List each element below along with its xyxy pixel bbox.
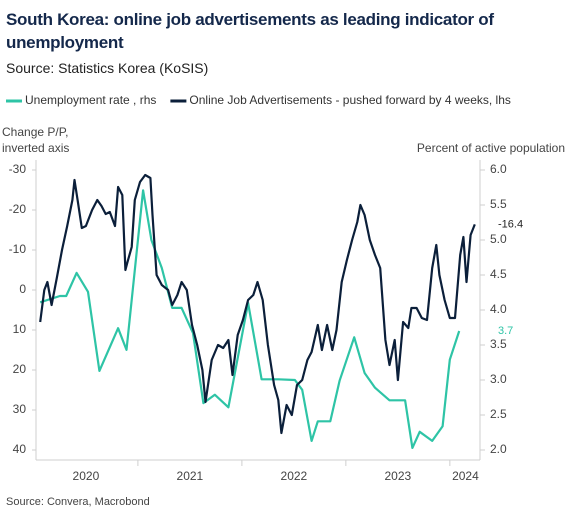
y-tick-label: 0 — [19, 282, 26, 296]
legend: Unemployment rate , rhs Online Job Advert… — [6, 93, 511, 107]
x-tick-label: 2020 — [73, 469, 100, 483]
y2-tick-label: 2.5 — [490, 407, 507, 421]
y-tick-label: 40 — [13, 442, 27, 456]
y-tick-label: 10 — [13, 322, 27, 336]
y2-tick-label: 6.0 — [490, 162, 507, 176]
y-tick-label: -30 — [9, 162, 27, 176]
series-line — [39, 189, 461, 449]
y2-axis-label: Percent of active population — [417, 141, 565, 155]
chart-title: South Korea: online job advertisements a… — [6, 10, 494, 52]
y2-tick-label: 3.5 — [490, 337, 507, 351]
x-tick-label: 2024 — [452, 469, 479, 483]
y-tick-label: -10 — [9, 242, 27, 256]
source-note: Source: Convera, Macrobond — [6, 496, 150, 508]
y2-tick-label: 2.0 — [490, 442, 507, 456]
chart-subtitle: Source: Statistics Korea (KoSIS) — [6, 60, 209, 76]
y2-tick-label: 5.0 — [490, 232, 507, 246]
x-tick-label: 2022 — [281, 469, 308, 483]
y2-tick-label: 4.5 — [490, 267, 507, 281]
legend-label: Online Job Advertisements - pushed forwa… — [189, 93, 511, 107]
y-axis-label: inverted axis — [2, 141, 69, 155]
y-tick-label: -20 — [9, 202, 27, 216]
y-tick-label: 30 — [13, 402, 27, 416]
end-value-label: 3.7 — [498, 325, 513, 337]
y-tick-label: 20 — [13, 362, 27, 376]
x-tick-label: 2023 — [385, 469, 412, 483]
series-line — [39, 173, 476, 435]
end-value-label: -16.4 — [498, 218, 523, 230]
y2-tick-label: 4.0 — [490, 302, 507, 316]
legend-label: Unemployment rate , rhs — [25, 93, 156, 107]
y2-tick-label: 5.5 — [490, 197, 507, 211]
y2-tick-label: 3.0 — [490, 372, 507, 386]
x-tick-label: 2021 — [177, 469, 204, 483]
y-axis-label: Change P/P, — [2, 125, 69, 139]
